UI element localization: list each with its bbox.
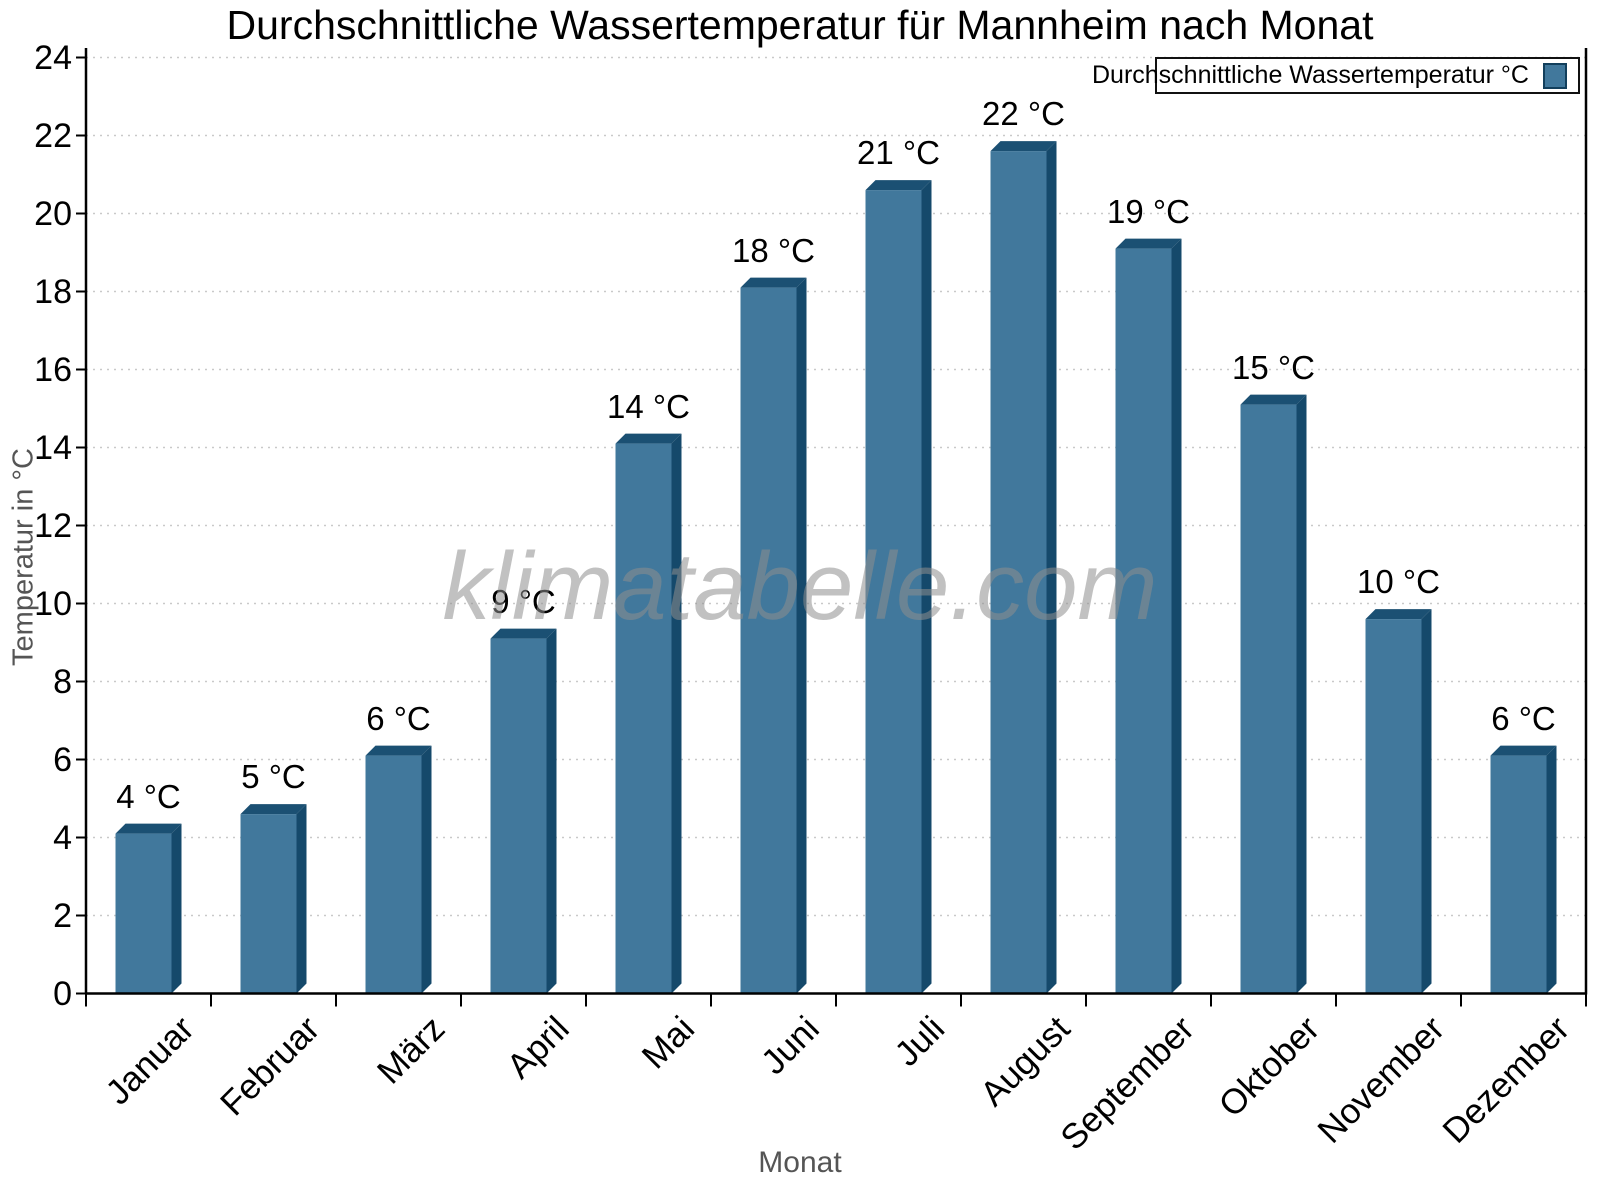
gridlines xyxy=(86,56,1586,917)
bar-top-face xyxy=(240,804,307,815)
bar-side-face xyxy=(1171,238,1182,994)
legend[interactable]: Durchschnittliche Wassertemperatur °C xyxy=(1092,57,1580,94)
bar-value-label-juni: 18 °C xyxy=(732,231,815,269)
y-tick-label-6: 6 xyxy=(53,740,72,779)
bar-front-face xyxy=(1115,248,1172,994)
y-tick-label-14: 14 xyxy=(34,428,72,467)
bar-dezember[interactable] xyxy=(1490,745,1557,994)
bar-value-label-mai: 14 °C xyxy=(607,387,690,425)
bar-side-face xyxy=(921,180,932,994)
y-tick-label-18: 18 xyxy=(34,272,72,311)
bar-value-label-september: 19 °C xyxy=(1107,192,1190,230)
y-tick-label-22: 22 xyxy=(34,116,72,155)
y-tick-label-2: 2 xyxy=(53,896,72,935)
bar-side-face xyxy=(796,277,807,994)
bar-top-face xyxy=(740,277,807,288)
chart-title: Durchschnittliche Wassertemperatur für M… xyxy=(226,2,1374,48)
bar-august[interactable] xyxy=(990,141,1057,994)
axes xyxy=(84,48,1588,995)
bar-front-face xyxy=(1240,404,1297,994)
bar-value-label-november: 10 °C xyxy=(1357,563,1440,601)
bar-side-face xyxy=(296,804,307,994)
bar-value-label-dezember: 6 °C xyxy=(1491,699,1556,737)
y-tick-label-24: 24 xyxy=(34,38,72,77)
y-tick-label-10: 10 xyxy=(34,584,72,623)
bar-front-face xyxy=(865,190,922,994)
bar-top-face xyxy=(1365,609,1432,620)
bar-value-label-februar: 5 °C xyxy=(241,758,306,796)
bar-top-face xyxy=(490,628,557,639)
bar-top-face xyxy=(990,141,1057,152)
y-tick-label-20: 20 xyxy=(34,194,72,233)
legend-label: Durchschnittliche Wassertemperatur °C xyxy=(1092,61,1529,89)
bar-side-face xyxy=(1546,745,1557,994)
bar-front-face xyxy=(240,814,297,994)
bar-side-face xyxy=(1046,141,1057,994)
y-tick-label-12: 12 xyxy=(34,506,72,545)
bar-front-face xyxy=(740,287,797,994)
bar-value-label-april: 9 °C xyxy=(491,582,556,620)
y-tick-label-16: 16 xyxy=(34,350,72,389)
bar-front-face xyxy=(115,833,172,994)
legend-swatch-icon xyxy=(1543,62,1567,89)
bar-top-face xyxy=(615,433,682,444)
bar-top-face xyxy=(865,180,932,191)
bar-april[interactable] xyxy=(490,628,557,994)
bar-november[interactable] xyxy=(1365,609,1432,994)
bar-oktober[interactable] xyxy=(1240,394,1307,994)
y-tick-label-0: 0 xyxy=(53,974,72,1013)
bar-front-face xyxy=(990,151,1047,994)
bar-juni[interactable] xyxy=(740,277,807,994)
y-tick-label-8: 8 xyxy=(53,662,72,701)
bar-value-label-marz: 6 °C xyxy=(366,699,431,737)
bar-september[interactable] xyxy=(1115,238,1182,994)
bar-front-face xyxy=(490,638,547,994)
bar-value-label-august: 22 °C xyxy=(982,95,1065,133)
bar-top-face xyxy=(115,823,182,834)
bar-top-face xyxy=(1115,238,1182,249)
bar-value-label-juli: 21 °C xyxy=(857,134,940,172)
bars xyxy=(115,141,1557,994)
bar-front-face xyxy=(1490,755,1547,994)
bar-marz[interactable] xyxy=(365,745,432,994)
bar-side-face xyxy=(1296,394,1307,994)
x-axis-title: Monat xyxy=(758,1146,842,1179)
y-tick-label-4: 4 xyxy=(53,818,72,857)
bar-januar[interactable] xyxy=(115,823,182,994)
bar-top-face xyxy=(365,745,432,756)
bar-februar[interactable] xyxy=(240,804,307,994)
bar-juli[interactable] xyxy=(865,180,932,994)
bar-front-face xyxy=(615,443,672,994)
bar-side-face xyxy=(1421,609,1432,994)
axis-ticks xyxy=(76,56,1587,1007)
bar-front-face xyxy=(1365,619,1422,994)
bar-value-label-januar: 4 °C xyxy=(116,777,181,815)
bar-side-face xyxy=(421,745,432,994)
bar-value-label-oktober: 15 °C xyxy=(1232,348,1315,386)
bar-top-face xyxy=(1490,745,1557,756)
bar-side-face xyxy=(546,628,557,994)
bar-side-face xyxy=(671,433,682,994)
bar-front-face xyxy=(365,755,422,994)
bar-side-face xyxy=(171,823,182,994)
bar-top-face xyxy=(1240,394,1307,405)
bar-mai[interactable] xyxy=(615,433,682,994)
